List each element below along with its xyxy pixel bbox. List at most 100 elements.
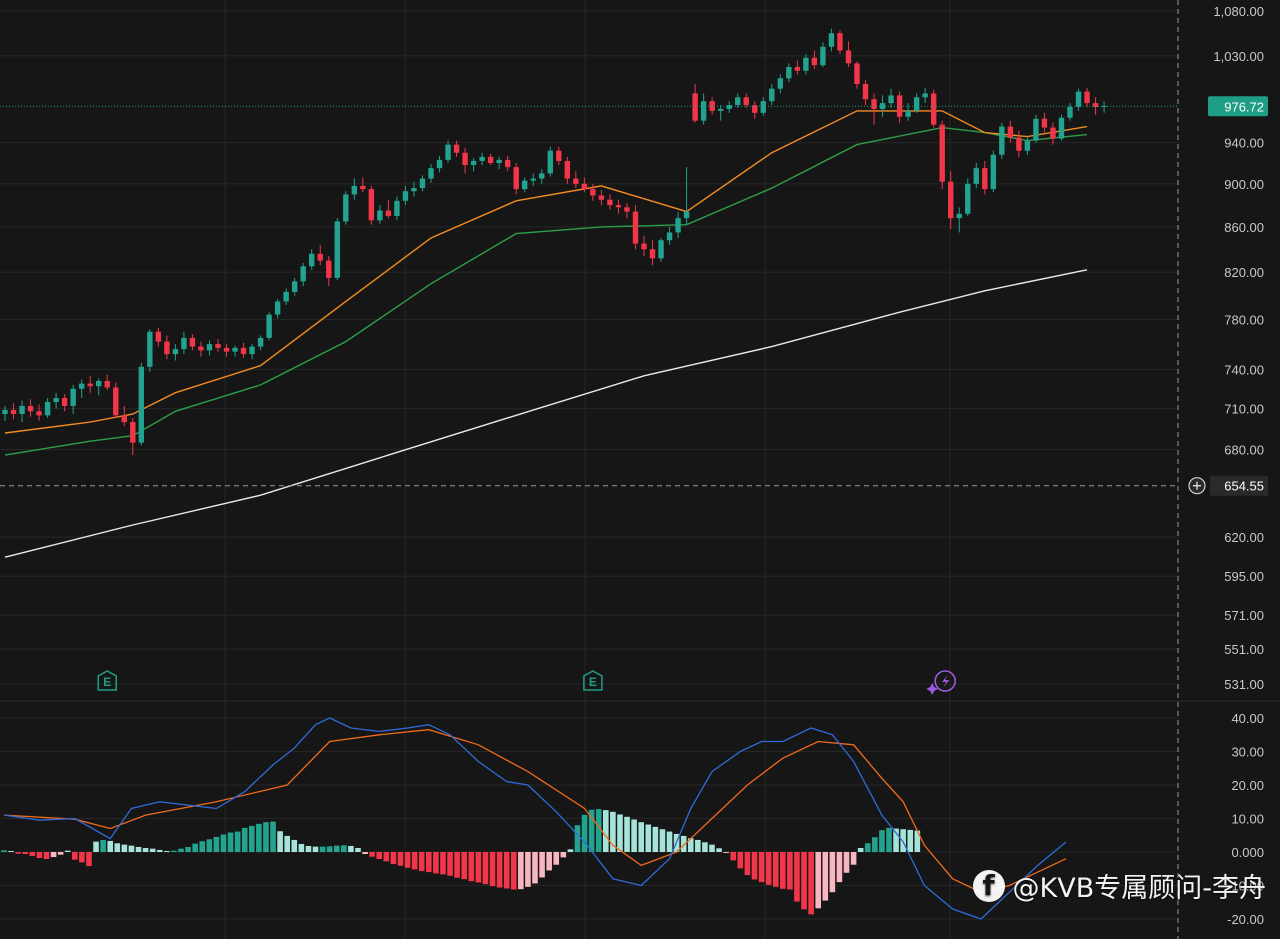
earnings-marker[interactable]: E [97, 670, 117, 691]
candle [496, 156, 502, 170]
macd-histogram-bar [107, 840, 113, 852]
macd-histogram-bar [914, 830, 921, 852]
macd-tick-label: -10.00 [1227, 879, 1264, 894]
macd-histogram-bar [539, 852, 545, 878]
macd-histogram-bar [836, 852, 843, 883]
candle [675, 211, 681, 239]
candle [10, 403, 17, 420]
candle-body [496, 159, 502, 163]
macd-histogram-bar [489, 852, 496, 887]
macd-histogram-bar [206, 839, 213, 852]
candle-body [607, 199, 613, 206]
macd-panel [1, 717, 1067, 920]
macd-histogram-bar [291, 839, 298, 852]
candle [232, 345, 238, 357]
plus-icon [1193, 481, 1201, 490]
candle [445, 140, 451, 163]
candle [641, 235, 647, 257]
candle-body [1067, 106, 1073, 118]
candle [300, 262, 306, 287]
candle [845, 41, 852, 68]
macd-histogram-bar [525, 852, 531, 887]
candle-body [291, 281, 298, 292]
macd-histogram-bar [864, 843, 871, 852]
candle-body [10, 409, 17, 414]
candle [837, 30, 843, 55]
macd-histogram-bar [418, 852, 425, 872]
candle [956, 207, 962, 233]
candle-body [300, 266, 306, 282]
candle [598, 190, 605, 206]
candle-body [547, 150, 553, 174]
candle [78, 379, 85, 398]
candle-body [343, 194, 349, 222]
candle-body [419, 178, 426, 189]
candle [871, 93, 877, 125]
candle [2, 405, 8, 421]
candle-body [36, 411, 42, 416]
event-marker[interactable] [926, 670, 957, 695]
earnings-marker[interactable]: E [583, 670, 603, 691]
macd-histogram-bar [227, 832, 234, 852]
candle [394, 196, 400, 221]
candle-body [811, 57, 818, 66]
price-axis[interactable]: 1,080.00 1,030.00 976.72 940.00 900.00 860.00… [1188, 4, 1268, 692]
candle [419, 175, 426, 192]
candle-body [939, 124, 945, 182]
macd-histogram-bar [518, 852, 524, 890]
candle [717, 105, 724, 121]
macd-axis[interactable]: 40.00 30.00 20.00 10.00 0.000 -10.00 -20.00 [1227, 711, 1264, 927]
macd-tick-label: 20.00 [1231, 778, 1264, 793]
macd-histogram-bar [355, 847, 361, 852]
candle [138, 363, 145, 446]
candle [479, 152, 485, 166]
macd-histogram-bar [397, 852, 404, 866]
macd-histogram-bar [241, 827, 248, 852]
candle [777, 74, 784, 94]
candle [181, 331, 187, 355]
candle [61, 394, 68, 412]
candle [522, 177, 528, 193]
macd-histogram-bar [86, 852, 92, 867]
macd-histogram-bar [454, 852, 460, 878]
candle-body [658, 240, 664, 259]
candle [726, 101, 732, 113]
macd-histogram-bar [645, 824, 652, 852]
macd-histogram-bar [787, 852, 793, 890]
macd-histogram-bar [57, 852, 64, 855]
flash-icon [942, 675, 950, 688]
macd-histogram-bar [879, 830, 885, 852]
candle [266, 312, 272, 341]
candle-body [215, 344, 221, 348]
macd-histogram-bar [298, 843, 305, 852]
macd-histogram-bar [376, 852, 383, 860]
macd-histogram-bar [213, 836, 220, 852]
last-price-label: 976.72 [1224, 99, 1264, 114]
candle [666, 226, 673, 245]
macd-histogram-bar [553, 852, 560, 865]
candle [343, 191, 349, 225]
candle-body [445, 144, 451, 160]
candle [539, 169, 545, 184]
macd-histogram-bar [751, 852, 758, 880]
candle [504, 155, 511, 172]
candle [223, 344, 230, 357]
candle-body [240, 347, 247, 355]
macd-histogram-bar [36, 852, 43, 859]
candle [1067, 103, 1073, 121]
candle [351, 178, 358, 200]
candle [360, 177, 366, 193]
candle-body [760, 101, 766, 113]
candle-body [794, 67, 801, 71]
macd-dea-line [3, 729, 1067, 893]
candle-body [803, 57, 809, 71]
candle [164, 335, 170, 360]
candle-body [70, 388, 76, 406]
candle-body [257, 337, 264, 347]
candle-body [78, 383, 85, 389]
candle [573, 171, 579, 189]
macd-histogram-bar [185, 846, 191, 852]
candle-body [752, 105, 758, 113]
macd-histogram-bar [29, 852, 36, 857]
